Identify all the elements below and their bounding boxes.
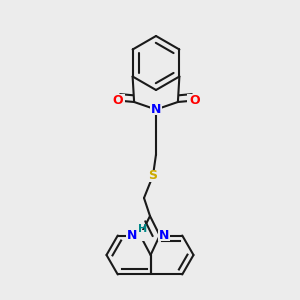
Text: H: H: [138, 224, 147, 234]
FancyBboxPatch shape: [126, 230, 146, 241]
FancyBboxPatch shape: [187, 94, 202, 106]
Text: N: N: [159, 229, 169, 242]
FancyBboxPatch shape: [146, 169, 160, 181]
Text: O: O: [189, 94, 200, 107]
Text: N: N: [151, 103, 161, 116]
FancyBboxPatch shape: [110, 94, 125, 106]
FancyBboxPatch shape: [158, 230, 170, 241]
FancyBboxPatch shape: [150, 104, 162, 115]
Text: N: N: [127, 229, 137, 242]
Text: S: S: [148, 169, 158, 182]
Text: O: O: [112, 94, 123, 107]
